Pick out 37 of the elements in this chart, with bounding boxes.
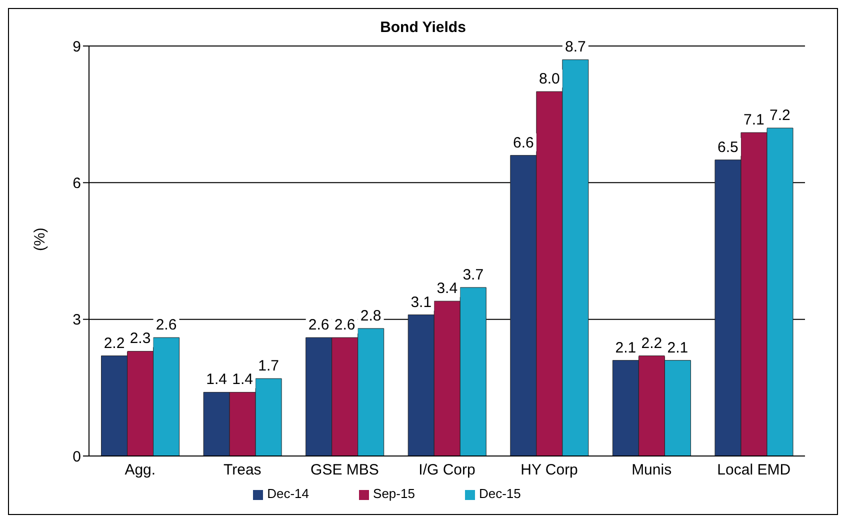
data-label: 2.2 bbox=[641, 334, 662, 352]
data-label: 2.6 bbox=[334, 316, 356, 334]
legend-label: Dec-14 bbox=[267, 486, 310, 501]
data-label: 2.1 bbox=[667, 339, 688, 356]
data-label: 8.7 bbox=[564, 38, 586, 56]
legend-label: Dec-15 bbox=[478, 486, 521, 501]
x-tick-label: Agg. bbox=[124, 462, 156, 479]
data-label: 1.4 bbox=[232, 371, 253, 388]
x-tick-label: Treas bbox=[224, 462, 262, 479]
data-label: 8.0 bbox=[538, 70, 560, 88]
data-label: 2.1 bbox=[615, 339, 636, 356]
data-label: 6.5 bbox=[718, 138, 738, 156]
y-axis-title: (%) bbox=[31, 228, 48, 251]
data-label: 3.4 bbox=[436, 280, 458, 298]
data-label: 6.6 bbox=[512, 134, 534, 152]
x-tick-label: Munis bbox=[632, 462, 672, 479]
data-label: 2.8 bbox=[360, 307, 382, 324]
x-tick-label: GSE MBS bbox=[310, 462, 379, 479]
legend-label: Sep-15 bbox=[373, 486, 415, 501]
y-tick-label: 0 bbox=[72, 448, 81, 466]
data-label: 2.6 bbox=[308, 316, 330, 334]
y-tick-label: 3 bbox=[72, 312, 81, 329]
data-label: 2.3 bbox=[130, 330, 151, 348]
data-label: 7.1 bbox=[744, 112, 764, 129]
data-label: 1.7 bbox=[258, 358, 279, 375]
x-tick-label: Local EMD bbox=[717, 462, 791, 479]
data-label: 2.6 bbox=[156, 316, 177, 334]
data-label: 2.2 bbox=[104, 334, 125, 352]
data-label: 7.2 bbox=[770, 107, 790, 124]
chart-title: Bond Yields bbox=[379, 18, 467, 36]
data-label: 3.7 bbox=[462, 266, 484, 284]
data-label: 3.1 bbox=[410, 294, 432, 311]
y-tick-label: 6 bbox=[72, 174, 81, 192]
y-tick-label: 9 bbox=[72, 38, 81, 56]
x-tick-label: I/G Corp bbox=[418, 462, 476, 479]
data-label: 1.4 bbox=[206, 371, 227, 388]
x-tick-label: HY Corp bbox=[520, 462, 578, 479]
